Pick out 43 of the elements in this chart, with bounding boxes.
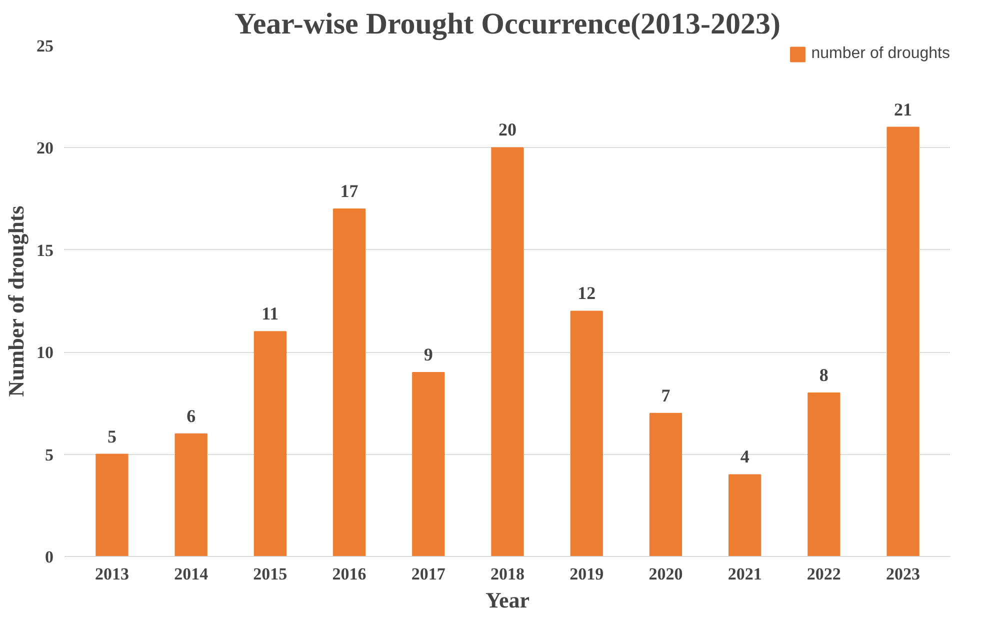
bar (570, 310, 603, 556)
bar (174, 433, 208, 556)
bar (728, 474, 762, 556)
data-label: 4 (740, 446, 750, 467)
y-axis-title: Number of droughts (4, 205, 28, 397)
x-tick-label: 2020 (648, 564, 683, 584)
x-tick-label: 2017 (411, 564, 446, 584)
data-label: 6 (186, 406, 196, 426)
y-tick-label: 10 (36, 343, 54, 362)
chart-title: Year-wise Drought Occurrence(2013-2023) (234, 8, 780, 40)
data-label: 12 (578, 283, 596, 304)
bar (254, 331, 286, 556)
y-tick-label: 20 (36, 138, 54, 158)
x-tick-label: 2015 (253, 564, 288, 584)
x-axis-title: Year (486, 588, 530, 612)
x-tick-label: 2021 (728, 564, 762, 584)
y-tick-label: 25 (36, 36, 54, 56)
bar (808, 392, 840, 556)
bar (649, 412, 682, 556)
data-label: 17 (340, 181, 358, 202)
x-tick-label: 2013 (94, 564, 129, 584)
bar (491, 147, 524, 556)
y-tick-label: 15 (36, 240, 54, 260)
legend-label: number of droughts (811, 45, 950, 63)
data-label: 5 (107, 426, 116, 446)
data-label: 11 (262, 304, 279, 324)
y-tick-label: 5 (45, 445, 54, 464)
x-tick-label: 2014 (174, 564, 209, 584)
x-tick-label: 2018 (490, 564, 524, 584)
bar (332, 208, 366, 556)
x-tick-label: 2016 (332, 564, 366, 584)
x-tick-label: 2019 (570, 564, 604, 584)
data-label: 9 (424, 344, 433, 365)
data-label: 8 (819, 364, 828, 385)
x-tick-label: 2022 (806, 564, 841, 584)
bar (96, 454, 128, 556)
data-label: 21 (894, 99, 912, 120)
y-tick-label: 0 (45, 548, 54, 566)
bar (412, 372, 445, 556)
data-label: 7 (661, 385, 670, 406)
x-tick-label: 2023 (886, 564, 920, 584)
bar (886, 126, 920, 556)
data-label: 20 (498, 120, 516, 140)
